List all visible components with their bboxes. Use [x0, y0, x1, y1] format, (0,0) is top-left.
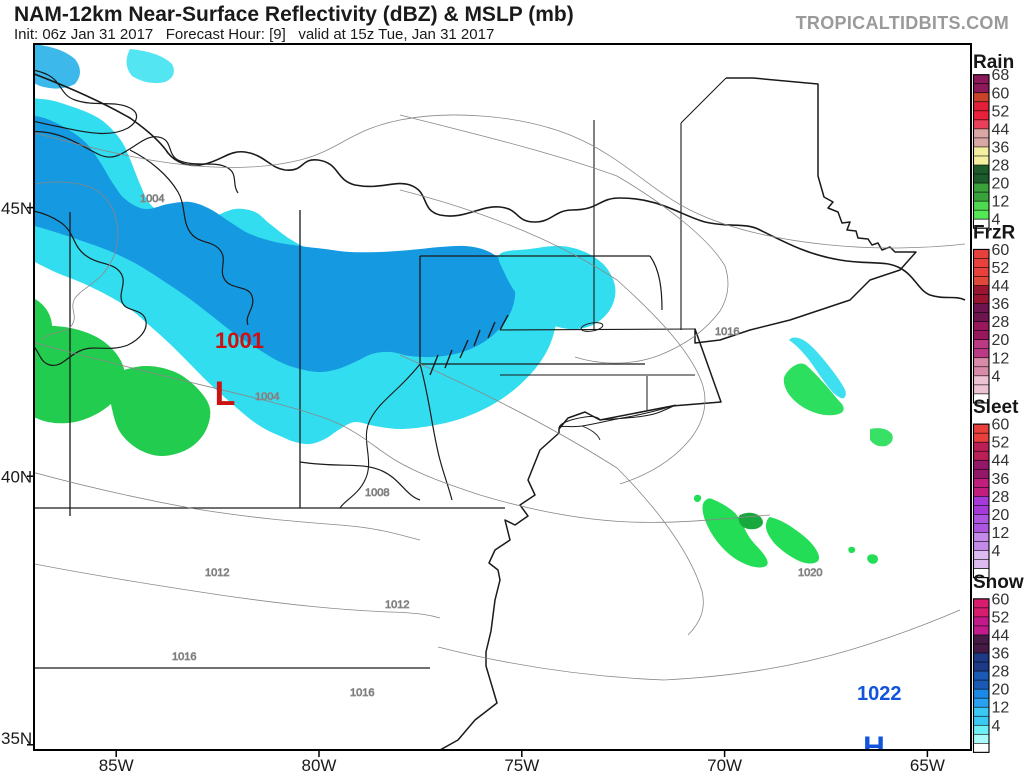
svg-text:1004: 1004 [140, 193, 164, 205]
svg-text:28: 28 [992, 664, 1010, 681]
svg-text:45N: 45N [1, 199, 32, 218]
svg-text:Snow: Snow [973, 572, 1024, 593]
svg-text:12: 12 [992, 525, 1010, 542]
svg-text:44: 44 [992, 627, 1010, 644]
svg-text:85W: 85W [99, 756, 134, 772]
svg-text:68: 68 [992, 67, 1010, 84]
svg-text:35N: 35N [1, 729, 32, 748]
svg-text:60: 60 [992, 242, 1010, 259]
svg-text:36: 36 [992, 646, 1010, 663]
svg-text:60: 60 [992, 591, 1010, 608]
svg-text:36: 36 [992, 471, 1010, 488]
svg-text:20: 20 [992, 507, 1010, 524]
svg-text:75W: 75W [504, 756, 539, 772]
svg-text:52: 52 [992, 609, 1010, 626]
svg-text:12: 12 [992, 350, 1010, 367]
svg-text:Sleet: Sleet [973, 397, 1019, 418]
svg-text:12: 12 [992, 700, 1010, 717]
svg-text:1008: 1008 [365, 487, 389, 499]
svg-text:1016: 1016 [172, 651, 196, 663]
svg-text:FrzR: FrzR [973, 222, 1016, 243]
svg-text:60: 60 [992, 85, 1010, 102]
svg-text:4: 4 [992, 368, 1001, 385]
svg-text:1020: 1020 [798, 567, 822, 579]
svg-text:1004: 1004 [255, 391, 279, 403]
svg-text:4: 4 [992, 543, 1001, 560]
svg-text:52: 52 [992, 260, 1010, 277]
svg-text:20: 20 [992, 176, 1010, 193]
svg-text:1012: 1012 [205, 567, 229, 579]
svg-text:52: 52 [992, 103, 1010, 120]
svg-text:12: 12 [992, 194, 1010, 211]
svg-text:L: L [215, 375, 236, 413]
svg-text:1016: 1016 [350, 687, 374, 699]
svg-text:1016: 1016 [715, 326, 739, 338]
svg-text:65W: 65W [910, 756, 945, 772]
svg-text:60: 60 [992, 417, 1010, 434]
svg-text:44: 44 [992, 278, 1010, 295]
svg-text:28: 28 [992, 314, 1010, 331]
svg-text:44: 44 [992, 453, 1010, 470]
svg-text:20: 20 [992, 332, 1010, 349]
svg-text:44: 44 [992, 121, 1010, 138]
svg-text:1012: 1012 [385, 599, 409, 611]
svg-text:1022: 1022 [857, 683, 902, 705]
svg-text:1001: 1001 [215, 328, 264, 353]
svg-text:80W: 80W [302, 756, 337, 772]
svg-text:20: 20 [992, 682, 1010, 699]
svg-text:70W: 70W [707, 756, 742, 772]
svg-text:36: 36 [992, 296, 1010, 313]
svg-text:52: 52 [992, 435, 1010, 452]
svg-text:40N: 40N [1, 468, 32, 487]
svg-text:4: 4 [992, 718, 1001, 735]
svg-text:28: 28 [992, 158, 1010, 175]
svg-text:36: 36 [992, 139, 1010, 156]
svg-text:28: 28 [992, 489, 1010, 506]
